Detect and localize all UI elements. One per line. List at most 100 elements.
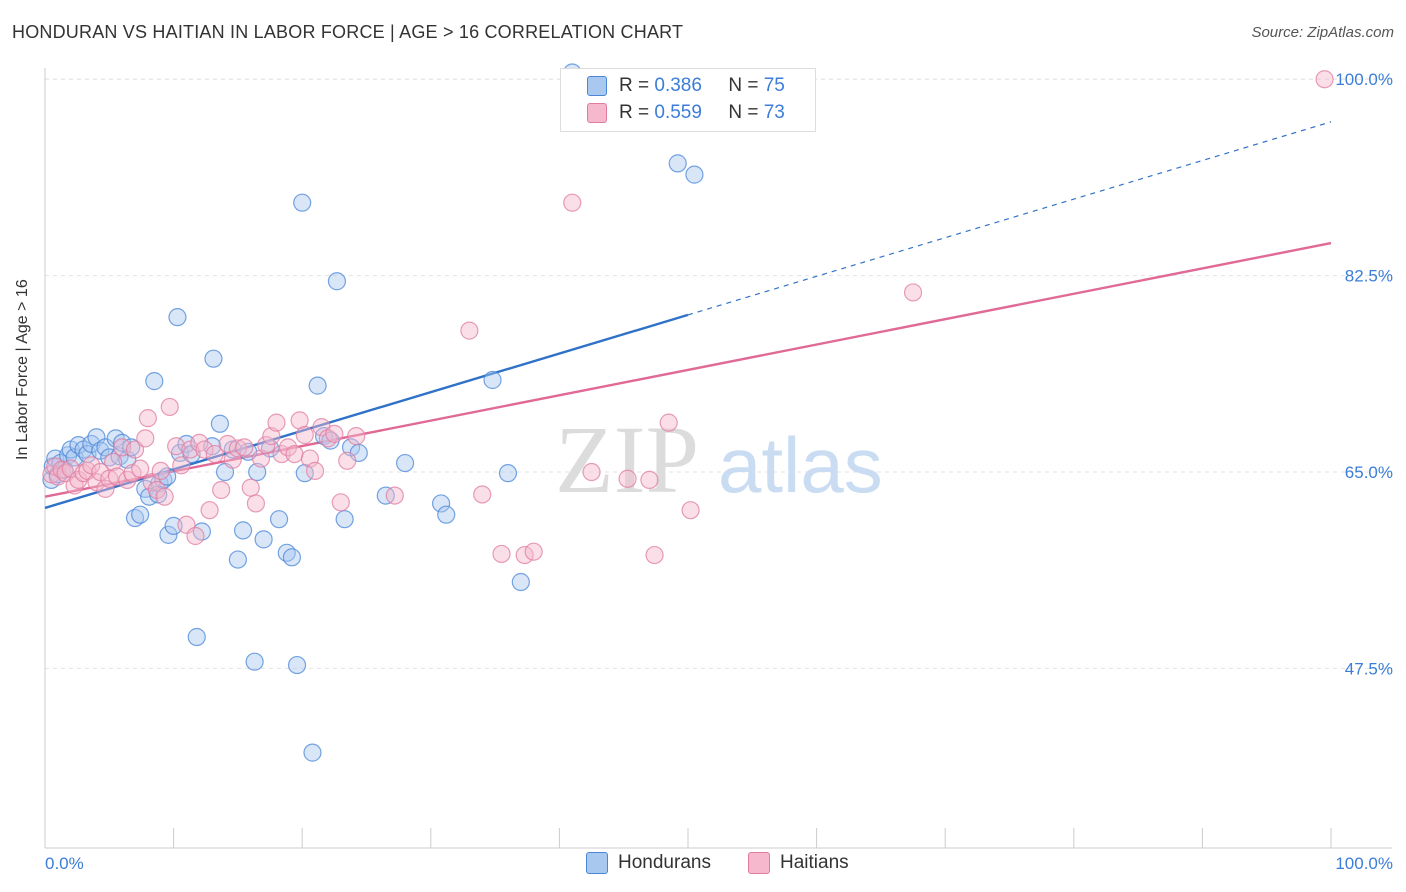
trend-lines xyxy=(44,121,1332,510)
honduran-point xyxy=(327,272,347,291)
haitian-point xyxy=(295,425,314,445)
honduran-point xyxy=(431,494,451,513)
haitian-point xyxy=(160,397,179,417)
haitian-point xyxy=(563,193,582,212)
x-tick-label: 0.0% xyxy=(45,854,84,873)
legend-r-value-hondurans: 0.386 xyxy=(654,75,702,96)
honduran-point xyxy=(269,510,289,529)
haitian-point xyxy=(338,451,357,470)
haitian-point xyxy=(659,413,678,432)
haitian-point xyxy=(181,440,200,459)
honduran-point xyxy=(303,743,322,762)
legend-swatch-hondurans xyxy=(586,852,608,874)
legend-r-label: R = xyxy=(619,75,650,96)
honduran-point xyxy=(668,154,687,173)
haitian-point xyxy=(285,444,304,464)
watermark-zip-text: ZIP xyxy=(555,406,699,513)
haitian-point xyxy=(640,470,659,489)
legend-n-label: N = xyxy=(728,75,759,96)
haitian-point xyxy=(272,444,291,464)
haitian-point xyxy=(125,440,145,459)
haitian-point xyxy=(82,456,101,475)
haitian-point xyxy=(582,462,601,482)
legend-item-hondurans: Hondurans xyxy=(586,852,711,874)
honduran-point xyxy=(125,508,145,528)
y-tick-label: 100.0% xyxy=(1335,70,1393,89)
haitian-point xyxy=(267,413,286,432)
honduran-point xyxy=(395,453,415,473)
haitian-point xyxy=(131,459,150,478)
honduran-point xyxy=(91,441,110,460)
honduran-point xyxy=(145,372,164,391)
honduran-point xyxy=(233,521,253,540)
honduran-point xyxy=(168,308,187,327)
haitian-point xyxy=(331,493,350,512)
haitian-point xyxy=(235,438,254,457)
legend-n-label: N = xyxy=(728,102,759,123)
honduran-point xyxy=(159,525,178,544)
y-tick-label: 47.5% xyxy=(1345,659,1393,678)
haitian-point xyxy=(212,480,231,500)
haitian-point xyxy=(155,487,174,506)
haitian-point xyxy=(195,440,214,459)
honduran-point xyxy=(511,572,530,592)
haitian-point xyxy=(1315,70,1334,89)
haitian-point xyxy=(186,526,205,546)
haitian-point xyxy=(347,427,366,446)
haitian-point xyxy=(104,452,123,472)
grid-lines xyxy=(45,78,1392,669)
honduran-point xyxy=(335,510,354,529)
honduran-point xyxy=(437,505,456,524)
haitian-point xyxy=(681,501,700,520)
haitian-point xyxy=(241,478,260,497)
haitian-point xyxy=(903,283,923,302)
legend-label-hondurans: Hondurans xyxy=(618,852,711,873)
haitian-point xyxy=(278,438,298,457)
haitian-point xyxy=(618,469,637,488)
haitian-point xyxy=(136,429,155,448)
tick-labels: 47.5% 65.0% 82.5% 100.0% 0.0% 100.0% xyxy=(45,70,1393,873)
legend-swatch-haitians xyxy=(587,103,607,123)
stats-legend: R = 0.386 N = 75 R = 0.559 N = 73 xyxy=(560,68,816,132)
honduran-point xyxy=(287,655,307,675)
legend-swatch-hondurans xyxy=(587,76,607,96)
honduran-point xyxy=(87,428,106,447)
haitian-point xyxy=(151,461,170,481)
haitian-point xyxy=(385,486,404,505)
haitian-point xyxy=(251,449,271,468)
honduran-point xyxy=(293,193,312,212)
haitian-point xyxy=(473,485,492,504)
haitian-point xyxy=(645,545,664,565)
haitian-point xyxy=(524,542,543,561)
honduran-point xyxy=(245,652,264,671)
legend-item-haitians: Haitians xyxy=(748,852,849,874)
haitian-point xyxy=(246,494,266,513)
haitian-point xyxy=(96,479,115,498)
haitian-point xyxy=(138,409,157,428)
haitian-point xyxy=(200,501,219,520)
haitian-point xyxy=(492,544,511,564)
honduran-point xyxy=(228,550,247,569)
y-tick-label: 65.0% xyxy=(1345,463,1393,482)
haitian-point xyxy=(460,321,479,340)
chart-title: HONDURAN VS HAITIAN IN LABOR FORCE | AGE… xyxy=(12,22,684,42)
haitian-point xyxy=(228,439,247,458)
haitian-point xyxy=(257,435,276,455)
honduran-point xyxy=(131,505,150,524)
haitian-point xyxy=(147,480,166,500)
legend-r-label: R = xyxy=(619,102,650,123)
honduran-point xyxy=(254,530,273,549)
haitian-trend-line xyxy=(44,241,1332,498)
honduran-point xyxy=(204,349,223,368)
haitian-point xyxy=(205,444,224,464)
source-credit: Source: ZipAtlas.com xyxy=(1251,24,1394,41)
honduran-point xyxy=(483,370,502,390)
y-tick-label: 82.5% xyxy=(1345,267,1393,286)
watermark-atlas-text: atlas xyxy=(718,421,883,509)
legend-n-value-hondurans: 75 xyxy=(763,75,785,96)
legend-n-value-haitians: 73 xyxy=(763,102,785,123)
honduran-point xyxy=(498,464,518,483)
zipatlas-watermark: ZIP atlas xyxy=(555,406,883,513)
haitian-point xyxy=(167,437,186,456)
